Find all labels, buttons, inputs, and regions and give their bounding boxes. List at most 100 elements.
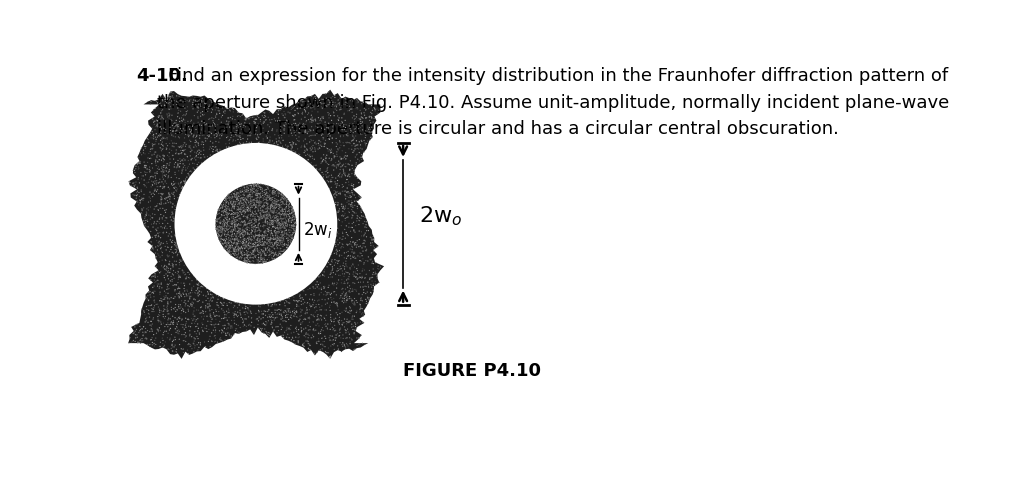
Point xyxy=(205,121,221,129)
Point xyxy=(284,206,300,214)
Point xyxy=(246,113,262,121)
Point xyxy=(252,206,268,214)
Point xyxy=(287,214,303,222)
Point xyxy=(329,309,345,317)
Point xyxy=(266,251,283,259)
Point xyxy=(278,208,294,216)
Point xyxy=(253,315,269,323)
Point xyxy=(264,231,281,239)
Point xyxy=(322,132,338,140)
Point xyxy=(191,329,208,337)
Point xyxy=(234,262,251,270)
Point xyxy=(190,272,207,280)
Point xyxy=(199,172,215,180)
Point xyxy=(265,190,282,198)
Point xyxy=(283,214,299,222)
Point xyxy=(220,234,237,242)
Point xyxy=(313,284,330,292)
Point xyxy=(220,329,237,337)
Point xyxy=(167,202,183,210)
Point xyxy=(257,151,273,159)
Point xyxy=(180,268,197,276)
Point xyxy=(328,309,344,317)
Point xyxy=(153,320,169,328)
Point xyxy=(351,227,368,235)
Point xyxy=(187,323,204,331)
Point xyxy=(180,341,197,349)
Point xyxy=(256,232,272,240)
Point xyxy=(250,202,266,210)
Point xyxy=(142,212,159,220)
Point xyxy=(337,263,353,271)
Point xyxy=(222,285,239,293)
Point xyxy=(266,245,283,253)
Point xyxy=(258,202,274,210)
Point xyxy=(348,197,365,205)
Point xyxy=(317,118,334,126)
Point xyxy=(238,244,254,251)
Point xyxy=(222,114,239,122)
Point xyxy=(243,192,259,200)
Point xyxy=(291,128,307,136)
Point xyxy=(339,100,355,108)
Point xyxy=(179,199,196,207)
Point xyxy=(203,209,219,217)
Point xyxy=(319,196,336,204)
Point xyxy=(176,116,193,124)
Point xyxy=(264,187,281,195)
Point xyxy=(284,207,300,215)
Point xyxy=(328,198,344,206)
Point xyxy=(248,247,264,255)
Point xyxy=(327,241,343,249)
Point xyxy=(182,217,199,225)
Point xyxy=(322,154,338,162)
Point xyxy=(184,92,201,100)
Point xyxy=(223,205,240,213)
Point xyxy=(224,115,241,123)
Point xyxy=(337,98,353,106)
Point xyxy=(317,245,334,252)
Point xyxy=(211,107,227,115)
Point xyxy=(136,168,153,176)
Point xyxy=(278,296,294,304)
Point xyxy=(311,215,328,223)
Point xyxy=(366,235,382,243)
Point xyxy=(344,252,360,260)
Point xyxy=(162,145,178,153)
Point xyxy=(250,290,266,298)
Point xyxy=(227,249,244,257)
Point xyxy=(174,167,190,175)
Point xyxy=(282,214,298,222)
Point xyxy=(315,99,332,107)
Point xyxy=(171,327,187,335)
Point xyxy=(211,214,227,222)
Point xyxy=(268,135,285,143)
Point xyxy=(267,230,284,238)
Point xyxy=(247,252,263,260)
Point xyxy=(261,224,278,232)
Point xyxy=(233,247,250,255)
Point xyxy=(164,126,180,134)
Point xyxy=(219,220,236,228)
Point xyxy=(249,197,265,205)
Point xyxy=(168,244,184,251)
Point xyxy=(324,318,340,326)
Point xyxy=(222,294,239,302)
Point xyxy=(263,240,280,248)
Point xyxy=(165,189,181,197)
Point xyxy=(148,122,165,129)
Point xyxy=(202,163,218,171)
Point xyxy=(293,179,309,187)
Point xyxy=(191,131,208,139)
Point xyxy=(274,205,291,213)
Point xyxy=(246,183,262,191)
Point xyxy=(220,164,237,172)
Point xyxy=(249,191,265,199)
Point xyxy=(161,105,177,113)
Point xyxy=(162,139,178,147)
Point xyxy=(311,303,328,311)
Point xyxy=(263,225,280,233)
Point xyxy=(222,233,239,241)
Point xyxy=(275,126,292,134)
Point xyxy=(234,110,251,118)
